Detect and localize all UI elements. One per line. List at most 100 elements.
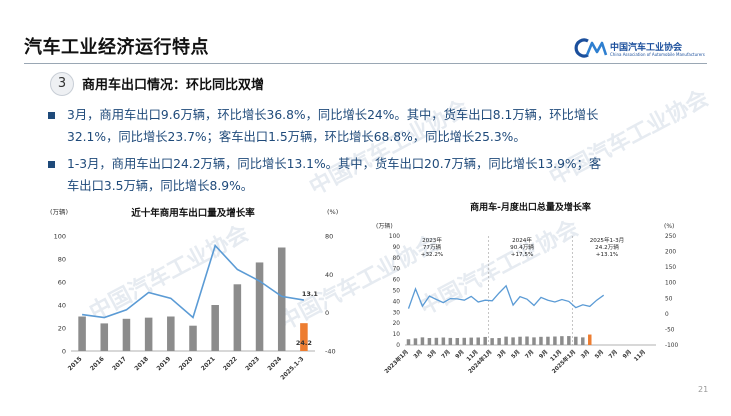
left-tick-label: 50 xyxy=(393,289,401,295)
left-tick-label: 90 xyxy=(393,245,401,251)
right-tick-label: 0 xyxy=(665,312,669,318)
x-tick-label: 11月 xyxy=(632,348,647,363)
x-tick-label: 2018 xyxy=(133,355,150,372)
bar-mark xyxy=(434,337,439,345)
x-tick-label: 7月 xyxy=(523,348,535,360)
annotation-label: 2023年 xyxy=(422,236,442,244)
annotation-label: 2024年 xyxy=(512,236,532,244)
bar-mark xyxy=(567,336,571,345)
bullet-item: 1-3月，商用车出口24.2万辆，同比增长13.1%。其中，货车出口20.7万辆… xyxy=(48,153,688,197)
left-tick-label: 80 xyxy=(58,256,66,264)
x-tick-label: 7月 xyxy=(439,348,451,360)
section-heading: 3 商用车出口情况：环比同比双增 xyxy=(40,70,730,96)
left-tick-label: 80 xyxy=(393,256,401,262)
bar-mark xyxy=(504,336,508,345)
bar-mark xyxy=(427,338,432,345)
bullet-square-icon xyxy=(48,161,55,168)
bullet-line: 3月，商用车出口9.6万辆，环比增长36.8%，同比增长24%。其中，货车出口8… xyxy=(67,108,599,122)
bar-mark xyxy=(441,337,446,345)
x-tick-label: 2023 xyxy=(244,355,261,372)
left-tick-label: 20 xyxy=(393,321,401,327)
bar-mark xyxy=(581,337,585,345)
bar-mark xyxy=(462,337,467,345)
right-tick-label: -40 xyxy=(325,348,336,356)
right-axis-unit: (%) xyxy=(327,208,338,216)
bar-mark xyxy=(78,316,86,351)
right-tick-label: 50 xyxy=(665,296,673,302)
bar-mark xyxy=(490,338,494,345)
bar-mark xyxy=(560,336,564,345)
x-tick-label: 9月 xyxy=(537,348,549,360)
x-tick-label: 2023年1月 xyxy=(383,348,410,375)
page-title: 汽车工业经济运行特点 xyxy=(24,37,209,58)
logo-chinese-name: 中国汽车工业协会 xyxy=(610,43,683,53)
bar-mark xyxy=(144,317,153,351)
x-tick-label: 2019 xyxy=(155,355,172,372)
right-tick-label: 0 xyxy=(325,309,329,317)
x-tick-label: 5月 xyxy=(593,348,605,360)
chart-title: 商用车-月度出口总量及增长率 xyxy=(470,201,591,213)
bullet-item: 3月，商用车出口9.6万辆，环比增长36.8%，同比增长24%。其中，货车出口8… xyxy=(48,104,688,148)
logo-english-name: China Association of Automobile Manufact… xyxy=(610,52,705,57)
bar-mark xyxy=(211,305,219,351)
left-axis-unit: (万辆) xyxy=(376,222,393,230)
annual-export-chart-svg: 近十年商用车出口量及增长率 (万辆) (%) 0 20 40 60 80 100 -40 0 40 80… xyxy=(50,207,338,382)
bar-mark xyxy=(300,323,308,351)
left-tick-label: 0 xyxy=(62,348,66,356)
bar-mark xyxy=(255,262,264,351)
line-data-label: 13.1 xyxy=(302,290,319,298)
left-tick-label: 40 xyxy=(58,302,66,310)
bar-mark xyxy=(539,336,543,345)
left-axis-unit: (万辆) xyxy=(50,207,68,216)
x-tick-label: 2025.1-3 xyxy=(279,355,305,381)
left-tick-label: 30 xyxy=(393,310,401,316)
x-tick-label: 3月 xyxy=(411,348,423,360)
annotation-growth: +32.2% xyxy=(421,252,443,258)
bar-mark xyxy=(588,334,592,345)
annotation-growth: +13.1% xyxy=(596,252,618,258)
bar-mark xyxy=(406,339,411,345)
bar-mark xyxy=(518,336,522,345)
left-tick-label: 100 xyxy=(54,233,66,241)
bullet-line: 32.1%，同比增长23.7%；客车出口1.5万辆，环比增长68.8%，同比增长… xyxy=(67,130,526,144)
x-tick-label: 9月 xyxy=(453,348,465,360)
bar-mark xyxy=(122,318,131,351)
annotation-value: 90.4万辆 xyxy=(510,243,534,251)
bar-mark xyxy=(497,338,501,345)
left-tick-label: 0 xyxy=(396,343,400,349)
bar-mark xyxy=(189,325,197,351)
bar-mark xyxy=(277,247,286,351)
right-tick-label: -50 xyxy=(665,327,675,333)
bar-mark xyxy=(574,336,578,345)
bar-mark xyxy=(553,336,557,345)
left-tick-label: 70 xyxy=(393,267,401,273)
annotation-value: 77万辆 xyxy=(423,243,442,251)
bar-mark xyxy=(532,337,536,345)
x-tick-label: 7月 xyxy=(607,348,619,360)
bar-mark xyxy=(483,336,487,345)
annotation-growth: +17.5% xyxy=(511,252,533,258)
bullet-square-icon xyxy=(48,112,55,119)
page-number: 21 xyxy=(698,385,709,394)
left-tick-label: 40 xyxy=(393,299,401,305)
growth-line xyxy=(407,284,605,309)
left-tick-label: 60 xyxy=(393,278,401,284)
section-title: 商用车出口情况：环比同比双增 xyxy=(82,78,265,93)
right-tick-label: 200 xyxy=(665,250,676,256)
left-tick-label: 100 xyxy=(389,234,400,240)
annotation-label: 2025年1-3月 xyxy=(590,236,625,244)
bullet-line: 1-3月，商用车出口24.2万辆，同比增长13.1%。其中，货车出口20.7万辆… xyxy=(67,157,602,171)
x-tick-label: 9月 xyxy=(621,348,633,360)
bar-mark xyxy=(167,316,175,351)
bar-mark xyxy=(511,337,515,345)
right-tick-label: 150 xyxy=(665,265,676,271)
section-number: 3 xyxy=(50,72,74,96)
bar-mark xyxy=(413,338,418,345)
right-tick-label: -100 xyxy=(665,343,678,349)
caam-logo-icon xyxy=(574,38,608,58)
right-tick-label: 40 xyxy=(325,271,333,279)
x-tick-label: 5月 xyxy=(509,348,521,360)
x-tick-label: 2021 xyxy=(200,355,217,372)
right-tick-label: 250 xyxy=(665,234,676,240)
